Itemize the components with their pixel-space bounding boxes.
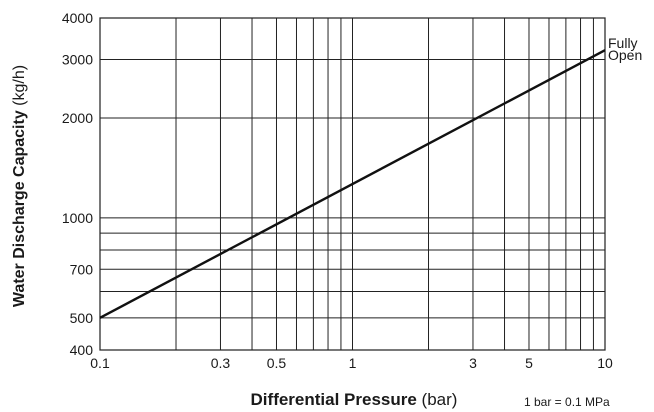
y-tick-label: 3000 bbox=[62, 51, 93, 67]
x-tick-label: 0.3 bbox=[211, 355, 231, 371]
x-axis-unit: (bar) bbox=[417, 390, 458, 409]
unit-conversion-note: 1 bar = 0.1 MPa bbox=[524, 395, 610, 409]
series-label-line: Open bbox=[608, 47, 642, 63]
x-axis-label: Differential Pressure (bar) bbox=[251, 390, 458, 409]
y-tick-label: 1000 bbox=[62, 210, 93, 226]
x-tick-label: 0.1 bbox=[90, 355, 110, 371]
series-label-line: Fully bbox=[608, 35, 638, 51]
y-axis-label: Water Discharge Capacity (kg/h) bbox=[11, 65, 28, 307]
y-tick-label: 400 bbox=[70, 342, 94, 358]
x-axis-label-text: Differential Pressure bbox=[251, 390, 417, 409]
x-tick-label: 0.5 bbox=[267, 355, 287, 371]
y-tick-label: 700 bbox=[70, 261, 94, 277]
y-tick-label: 2000 bbox=[62, 110, 93, 126]
y-axis-label-text: Water Discharge Capacity bbox=[11, 110, 28, 307]
x-tick-label: 10 bbox=[597, 355, 613, 371]
y-tick-label: 500 bbox=[70, 310, 94, 326]
x-tick-label: 5 bbox=[525, 355, 533, 371]
y-tick-label: 4000 bbox=[62, 10, 93, 26]
x-tick-label: 3 bbox=[469, 355, 477, 371]
y-axis-unit: (kg/h) bbox=[11, 65, 28, 110]
grid bbox=[99, 17, 606, 351]
x-tick-label: 1 bbox=[349, 355, 357, 371]
series-line-fully-open bbox=[99, 49, 606, 319]
y-tick-labels: 400 500 700 1000 2000 3000 4000 bbox=[62, 10, 93, 358]
x-tick-labels: 0.1 0.3 0.5 1 3 5 10 bbox=[90, 355, 613, 371]
